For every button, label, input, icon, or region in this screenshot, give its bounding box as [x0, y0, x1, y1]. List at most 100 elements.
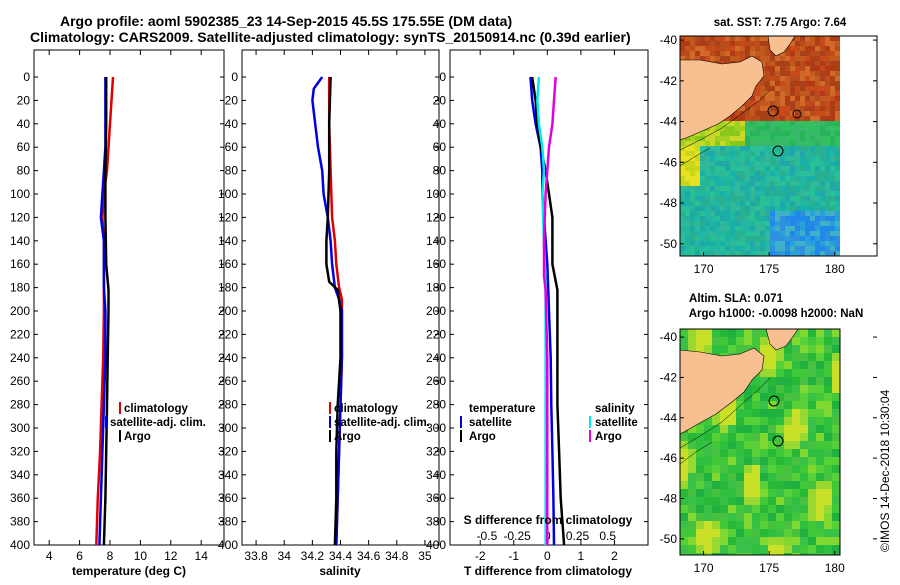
- heatmap-cell: [805, 86, 811, 92]
- heatmap-cell: [700, 241, 706, 247]
- heatmap-cell: [830, 121, 836, 127]
- heatmap-cell: [805, 126, 811, 132]
- heatmap-cell: [835, 196, 840, 202]
- heatmap-cell: [755, 36, 761, 42]
- heatmap-cell: [765, 171, 771, 177]
- heatmap-cell: [775, 96, 781, 102]
- heatmap-cell: [816, 441, 825, 450]
- heatmap-cell: [805, 101, 811, 107]
- heatmap-cell: [715, 156, 721, 162]
- heatmap-cell: [780, 91, 786, 97]
- heatmap-cell: [725, 146, 731, 152]
- heatmap-cell: [815, 236, 821, 242]
- heatmap-cell: [680, 41, 686, 47]
- heatmap-cell: [808, 345, 817, 354]
- heatmap-cell: [745, 131, 751, 137]
- heatmap-cell: [785, 161, 791, 167]
- x-tick-label: 6: [76, 549, 83, 563]
- heatmap-cell: [810, 246, 816, 252]
- heatmap-cell: [745, 251, 751, 256]
- heatmap-cell: [825, 126, 831, 132]
- heatmap-cell: [835, 86, 840, 92]
- heatmap-cell: [730, 161, 736, 167]
- heatmap-cell: [825, 196, 831, 202]
- heatmap-cell: [800, 171, 806, 177]
- heatmap-cell: [704, 465, 713, 474]
- heatmap-cell: [745, 51, 751, 57]
- depth-tick-label: 120: [218, 210, 238, 224]
- heatmap-cell: [825, 46, 831, 52]
- heatmap-cell: [790, 81, 796, 87]
- heatmap-cell: [715, 56, 721, 62]
- heatmap-cell: [784, 529, 793, 538]
- heatmap-cell: [790, 216, 796, 222]
- heatmap-cell: [830, 181, 836, 187]
- heatmap-cell: [800, 41, 806, 47]
- heatmap-cell: [795, 76, 801, 82]
- legend-satellite-label: satellite-adj. clim.: [334, 417, 430, 429]
- heatmap-cell: [760, 369, 769, 378]
- heatmap-cell: [750, 151, 756, 157]
- heatmap-cell: [784, 497, 793, 506]
- heatmap-cell: [780, 96, 786, 102]
- heatmap-cell: [765, 201, 771, 207]
- heatmap-cell: [835, 171, 840, 177]
- heatmap-cell: [725, 221, 731, 227]
- heatmap-cell: [800, 56, 806, 62]
- heatmap-cell: [755, 236, 761, 242]
- heatmap-cell: [832, 473, 840, 482]
- heatmap-cell: [790, 86, 796, 92]
- heatmap-cell: [785, 206, 791, 212]
- heatmap-cell: [820, 226, 826, 232]
- heatmap-cell: [752, 489, 761, 498]
- heatmap-cell: [800, 46, 806, 52]
- heatmap-cell: [790, 166, 796, 172]
- heatmap-cell: [810, 191, 816, 197]
- heatmap-cell: [685, 146, 691, 152]
- heatmap-cell: [696, 473, 705, 482]
- lat-tick-label: -44: [660, 411, 678, 425]
- heatmap-cell: [820, 131, 826, 137]
- heatmap-cell: [760, 211, 766, 217]
- heatmap-cell: [800, 449, 809, 458]
- heatmap-cell: [824, 513, 833, 522]
- heatmap-cell: [700, 211, 706, 217]
- heatmap-cell: [800, 181, 806, 187]
- heatmap-cell: [735, 246, 741, 252]
- heatmap-cell: [775, 206, 781, 212]
- heatmap-cell: [730, 246, 736, 252]
- heatmap-cell: [700, 236, 706, 242]
- heatmap-cell: [765, 81, 771, 87]
- heatmap-cell: [736, 457, 745, 466]
- heatmap-cell: [830, 166, 836, 172]
- heatmap-cell: [720, 201, 726, 207]
- heatmap-cell: [715, 246, 721, 252]
- heatmap-cell: [740, 171, 746, 177]
- heatmap-cell: [785, 201, 791, 207]
- heatmap-cell: [825, 191, 831, 197]
- heatmap-cell: [720, 489, 729, 498]
- heatmap-cell: [744, 537, 753, 546]
- heatmap-cell: [775, 131, 781, 137]
- heatmap-cell: [808, 497, 817, 506]
- heatmap-cell: [805, 236, 811, 242]
- heatmap-cell: [830, 191, 836, 197]
- heatmap-cell: [736, 481, 745, 490]
- heatmap-cell: [815, 56, 821, 62]
- heatmap-cell: [736, 497, 745, 506]
- heatmap-cell: [808, 505, 817, 514]
- heatmap-cell: [808, 401, 817, 410]
- heatmap-cell: [835, 156, 840, 162]
- heatmap-cell: [770, 106, 776, 112]
- heatmap-cell: [835, 206, 840, 212]
- heatmap-cell: [790, 136, 796, 142]
- series-line-s-satellite: [536, 76, 547, 545]
- temperature-xlabel: temperature (deg C): [72, 564, 186, 578]
- heatmap-cell: [750, 51, 756, 57]
- heatmap-cell: [715, 216, 721, 222]
- heatmap-cell: [770, 191, 776, 197]
- depth-tick-label: 380: [10, 515, 30, 529]
- heatmap-cell: [780, 216, 786, 222]
- heatmap-cell: [824, 401, 833, 410]
- heatmap-cell: [745, 241, 751, 247]
